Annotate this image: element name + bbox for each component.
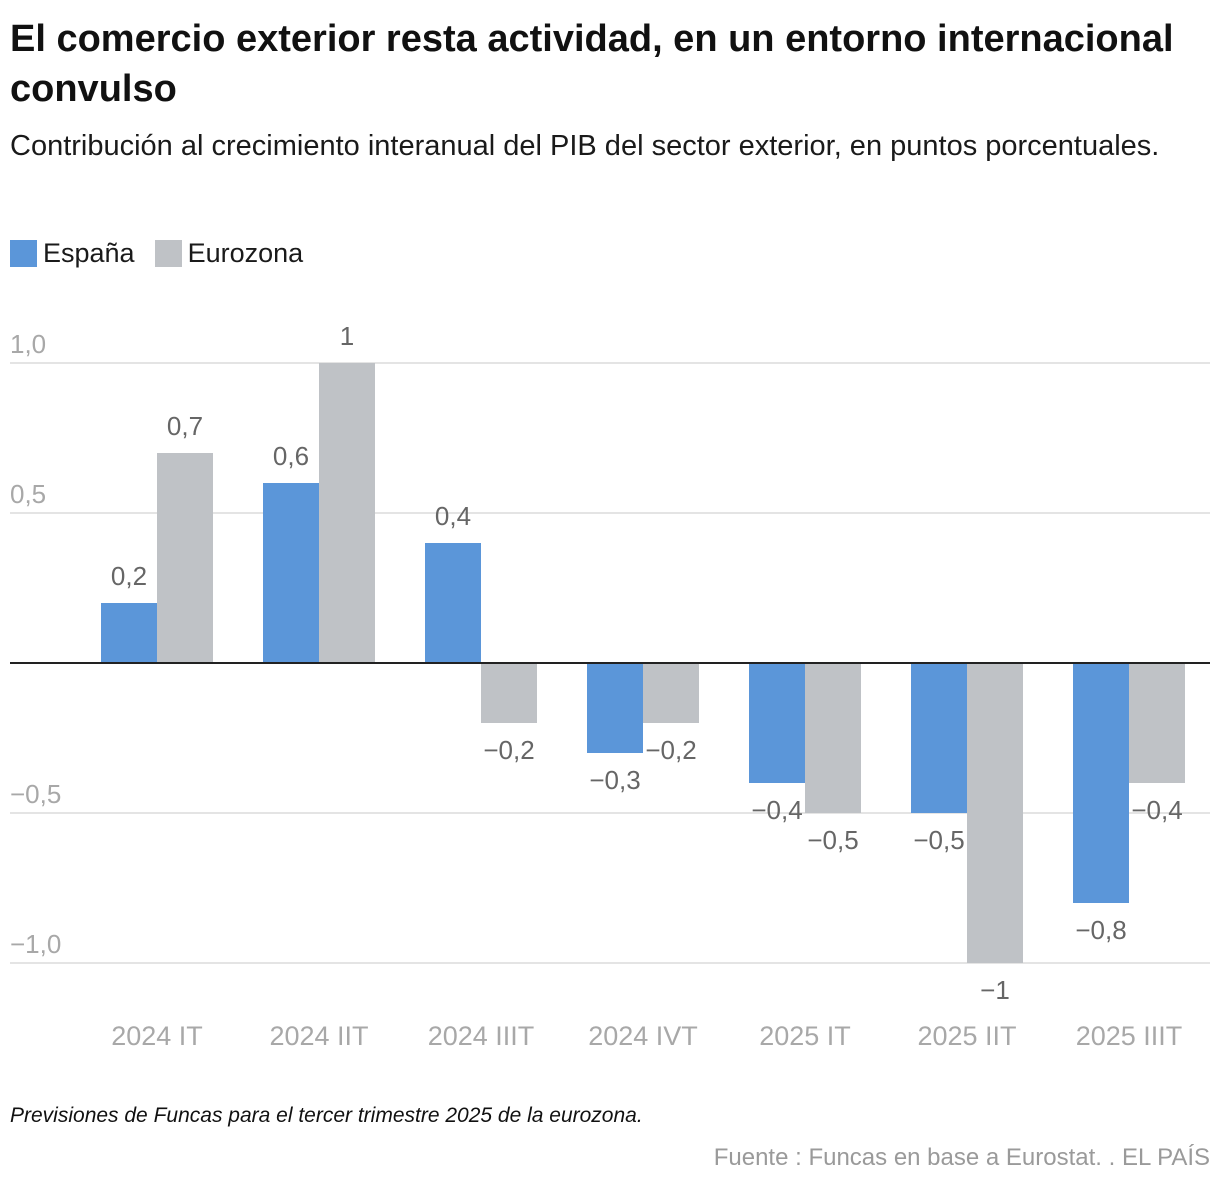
x-tick-label: 2024 IVT (588, 1021, 698, 1051)
y-tick-label: 1,0 (10, 329, 46, 359)
x-tick-label: 2024 IIIT (428, 1021, 535, 1051)
bar-eurozona (967, 663, 1023, 963)
chart-subtitle: Contribución al crecimiento interanual d… (10, 130, 1160, 162)
y-tick-label: −1,0 (10, 929, 61, 959)
data-label: 0,2 (111, 561, 147, 591)
chart-title: El comercio exterior resta actividad, en… (10, 18, 1174, 110)
data-label: −0,4 (751, 795, 802, 825)
data-label: −0,8 (1075, 915, 1126, 945)
legend: España Eurozona (10, 238, 323, 269)
bar-eurozona (319, 363, 375, 663)
bar-espana (1073, 663, 1129, 903)
bar-espana (425, 543, 481, 663)
data-label: 1 (340, 321, 354, 351)
legend-item-espana: España (10, 238, 135, 269)
legend-swatch-eurozona (154, 240, 182, 267)
bar-chart: 1,0 0,5 −0,5 −1,0 0,2 0,7 2024 IT 0,6 1 2024 IIT 0… (10, 321, 1210, 1051)
x-tick-label: 2024 IT (111, 1021, 203, 1051)
bar-eurozona (805, 663, 861, 813)
bar-espana (749, 663, 805, 783)
chart-note: Previsiones de Funcas para el tercer tri… (10, 1104, 643, 1127)
data-label: −1 (980, 975, 1010, 1005)
chart-source: Fuente : Funcas en base a Eurostat. . EL… (713, 1144, 1210, 1171)
bar-espana (587, 663, 643, 753)
x-tick-label: 2025 IT (759, 1021, 851, 1051)
legend-label-eurozona: Eurozona (187, 238, 304, 268)
x-tick-label: 2025 IIT (917, 1021, 1016, 1051)
bar-espana (101, 603, 157, 663)
legend-label-espana: España (43, 238, 135, 268)
legend-item-eurozona: Eurozona (154, 238, 304, 269)
data-label: −0,4 (1131, 795, 1182, 825)
legend-swatch-espana (10, 240, 37, 267)
x-tick-label: 2025 IIIT (1076, 1021, 1183, 1051)
data-label: −0,3 (589, 765, 640, 795)
bar-eurozona (481, 663, 537, 723)
x-tick-label: 2024 IIT (269, 1021, 368, 1051)
bar-espana (911, 663, 967, 813)
data-label: −0,5 (913, 825, 964, 855)
data-label: −0,2 (645, 735, 696, 765)
bar-eurozona (643, 663, 699, 723)
data-label: 0,7 (167, 411, 203, 441)
bar-eurozona (1129, 663, 1185, 783)
data-label: 0,4 (435, 501, 471, 531)
data-label: 0,6 (273, 441, 309, 471)
y-tick-label: 0,5 (10, 479, 46, 509)
data-label: −0,2 (483, 735, 534, 765)
bar-eurozona (157, 453, 213, 663)
bar-espana (263, 483, 319, 663)
y-tick-label: −0,5 (10, 779, 61, 809)
data-label: −0,5 (807, 825, 858, 855)
